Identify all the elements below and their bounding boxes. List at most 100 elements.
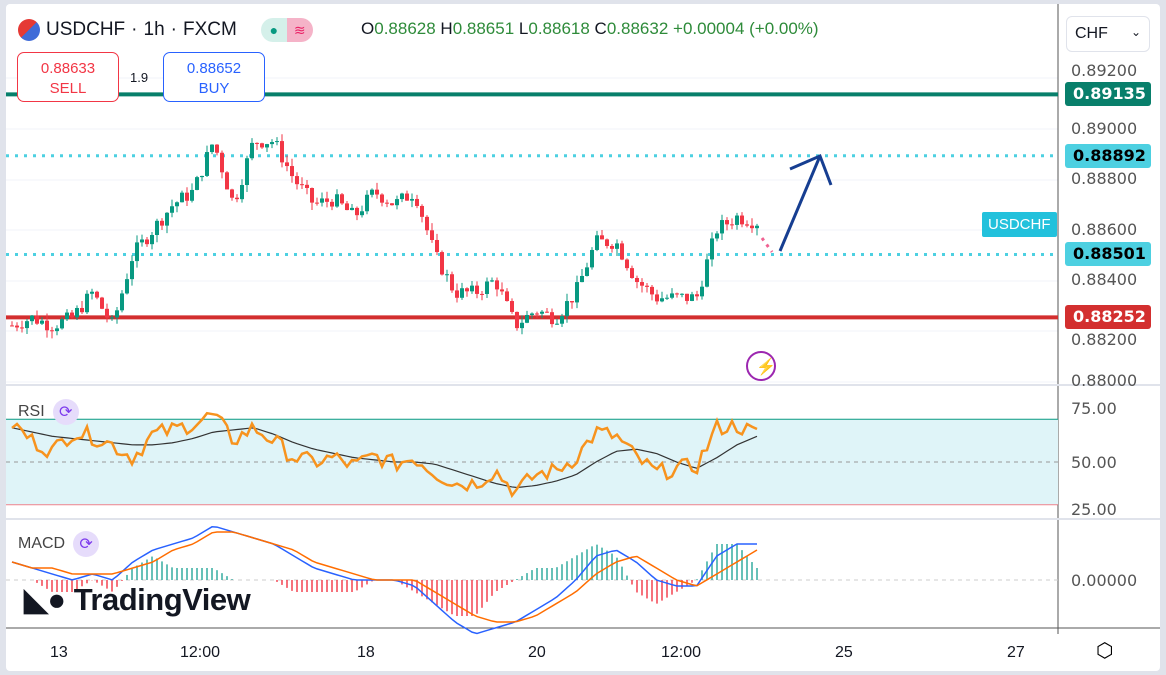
candle	[375, 189, 379, 195]
macd-histogram-bar	[711, 552, 713, 580]
candle	[680, 293, 684, 295]
candle	[235, 197, 239, 200]
macd-histogram-bar	[501, 580, 503, 588]
candle	[175, 202, 179, 207]
candle	[690, 294, 694, 301]
macd-histogram-bar	[571, 558, 573, 580]
time-label: 12:00	[180, 644, 221, 661]
candle	[130, 261, 134, 280]
macd-histogram-bar	[46, 580, 48, 589]
rsi-legend[interactable]: RSI ⟳	[18, 399, 79, 425]
macd-histogram-bar	[601, 547, 603, 580]
sell-button[interactable]: 0.88633 SELL	[17, 52, 119, 102]
candle	[610, 245, 614, 249]
candle	[205, 152, 209, 176]
macd-histogram-bar	[581, 552, 583, 580]
candle	[225, 172, 229, 190]
macd-histogram-bar	[661, 580, 663, 601]
candle	[170, 206, 174, 213]
candle	[250, 142, 254, 159]
buy-button[interactable]: 0.88652 BUY	[163, 52, 265, 102]
candle	[160, 220, 164, 226]
candle	[425, 216, 429, 231]
macd-histogram-bar	[291, 580, 293, 591]
candle	[360, 211, 364, 216]
usd-chf-flag-icon	[18, 19, 40, 41]
candle	[655, 294, 659, 302]
candle	[380, 194, 384, 203]
price-level-label: 0.88892	[1065, 143, 1151, 168]
candle	[650, 286, 654, 295]
macd-histogram-bar	[341, 580, 343, 592]
macd-histogram-bar	[716, 544, 718, 580]
currency-select[interactable]: CHF ⌄	[1066, 16, 1150, 52]
candle	[440, 252, 444, 275]
candle	[525, 314, 529, 323]
symbol-header[interactable]: USDCHF · 1h · FXCM ● ≋	[18, 18, 313, 42]
candle	[710, 238, 714, 260]
macd-histogram-bar	[56, 580, 58, 592]
interval[interactable]: 1h	[143, 19, 165, 40]
macd-histogram-bar	[131, 568, 133, 580]
candle	[475, 285, 479, 294]
macd-legend[interactable]: MACD ⟳	[18, 531, 100, 557]
candle	[180, 192, 184, 203]
macd-histogram-bar	[191, 568, 193, 580]
macd-histogram-bar	[626, 575, 628, 580]
price-axis-label: 0.89200	[1071, 61, 1138, 81]
candle	[485, 281, 489, 295]
candle	[630, 268, 634, 278]
candle	[580, 275, 584, 283]
time-label: 12:00	[661, 644, 702, 661]
macd-histogram-bar	[281, 580, 283, 585]
macd-histogram-bar	[286, 580, 288, 588]
candle	[550, 312, 554, 325]
macd-histogram-bar	[456, 580, 458, 616]
settings-hexagon-icon[interactable]: ⬡	[1096, 640, 1114, 662]
candle	[135, 242, 139, 262]
chart-canvas[interactable]: ⚡	[6, 4, 1160, 671]
macd-histogram-bar	[316, 580, 318, 592]
macd-histogram-bar	[541, 568, 543, 580]
candle	[310, 188, 314, 203]
separator: ·	[131, 19, 138, 40]
exchange: FXCM	[182, 19, 237, 40]
candle	[140, 239, 144, 243]
tradingview-logo[interactable]: ◣● TradingView	[24, 582, 251, 617]
macd-histogram-bar	[631, 580, 633, 585]
status-pill[interactable]: ● ≋	[260, 18, 313, 42]
macd-histogram-bar	[526, 573, 528, 580]
macd-histogram-bar	[216, 570, 218, 580]
candle	[295, 176, 299, 185]
rsi-line	[11, 411, 758, 499]
candle	[220, 152, 224, 173]
candle	[745, 224, 749, 226]
rsi-axis-label: 75.00	[1071, 399, 1117, 418]
macd-histogram-bar	[301, 580, 303, 592]
macd-histogram-bar	[356, 580, 358, 591]
projection-dots	[760, 237, 774, 253]
chevron-down-icon: ⌄	[1130, 25, 1141, 39]
macd-histogram-bar	[591, 546, 593, 580]
macd-histogram-bar	[746, 556, 748, 580]
candle	[585, 267, 589, 276]
macd-histogram-bar	[681, 580, 683, 589]
macd-histogram-bar	[696, 579, 698, 580]
macd-histogram-bar	[156, 558, 158, 580]
candle	[260, 143, 264, 148]
macd-histogram-bar	[96, 580, 98, 583]
candle	[715, 233, 719, 239]
symbol-label: USDCHF	[982, 212, 1057, 237]
macd-histogram-bar	[181, 568, 183, 580]
candle	[350, 207, 354, 211]
macd-histogram-bar	[276, 580, 278, 582]
candle	[645, 285, 649, 287]
candle	[270, 142, 274, 145]
macd-histogram-bar	[106, 580, 108, 589]
macd-histogram-bar	[126, 574, 128, 580]
macd-histogram-bar	[441, 580, 443, 609]
candle	[560, 316, 564, 324]
macd-histogram-bar	[486, 580, 488, 602]
candle	[355, 207, 359, 216]
macd-histogram-bar	[151, 556, 153, 580]
